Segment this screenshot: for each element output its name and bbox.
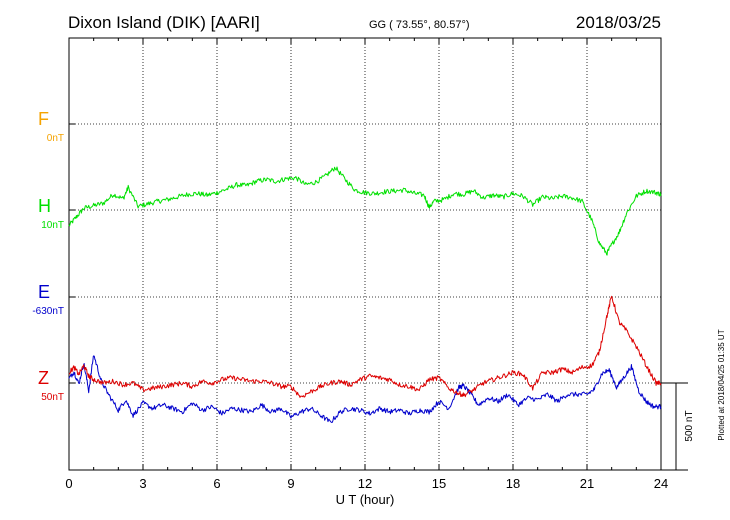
data-series [68,166,662,423]
scale-bar-label: 500 nT [684,410,695,441]
x-tick-label: 3 [139,476,146,491]
x-tick-label: 0 [65,476,72,491]
x-tick-label: 21 [580,476,594,491]
baseline-label-F: 0nT [47,133,64,144]
series-label-Z: Z [38,368,49,388]
station-title: Dixon Island (DIK) [AARI] [68,13,260,32]
grid-lines [69,38,661,470]
x-tick-label: 18 [506,476,520,491]
x-axis-ticks: 0 3 6 9 12 15 18 21 24 [65,38,668,491]
date-label: 2018/03/25 [576,13,661,32]
series-line-E [68,355,662,423]
series-label-F: F [38,109,49,129]
x-tick-label: 6 [213,476,220,491]
plotted-timestamp: Plotted at 2018/04/25 01:35 UT [717,329,726,440]
baseline-label-Z: 50nT [41,392,64,403]
x-tick-label: 15 [432,476,446,491]
series-label-E: E [38,282,50,302]
series-line-H [68,166,662,256]
x-axis-label: U T (hour) [336,492,395,507]
baseline-label-H: 10nT [41,220,64,231]
series-label-H: H [38,196,51,216]
x-tick-label: 9 [287,476,294,491]
geo-coordinates: GG ( 73.55°, 80.57°) [369,19,470,31]
x-tick-label: 24 [654,476,668,491]
series-line-Z [68,295,662,398]
scale-bar [661,382,688,471]
x-tick-label: 12 [358,476,372,491]
baseline-label-E: -630nT [32,306,64,317]
